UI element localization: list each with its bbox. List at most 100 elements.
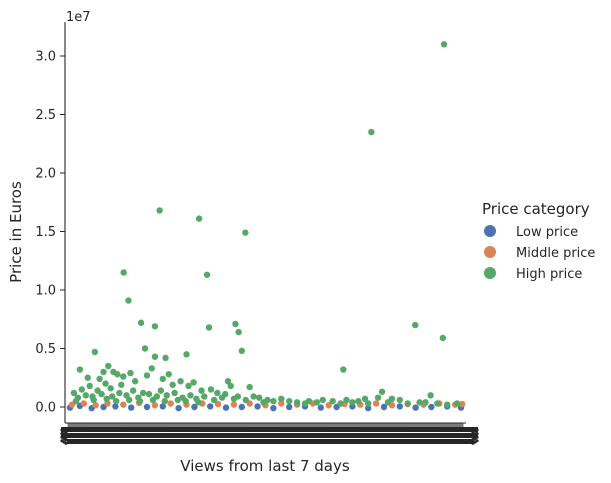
- point-high-price: [242, 229, 249, 236]
- point-high-price: [165, 371, 172, 378]
- point-high-price: [171, 389, 178, 397]
- point-high-price: [384, 399, 392, 406]
- y-axis-ticks: 0.0 0.5 1.0 1.5 2.0 2.5 3.0: [35, 50, 65, 416]
- point-high-price: [340, 366, 347, 373]
- point-high-price: [118, 381, 125, 388]
- point-middle-price: [230, 401, 238, 408]
- y-tick-label: 1.5: [35, 225, 56, 240]
- point-middle-price: [80, 400, 88, 407]
- point-high-price: [329, 397, 336, 405]
- point-middle-price: [325, 402, 332, 409]
- point-middle-price: [167, 400, 174, 407]
- x-tick-label: [471, 438, 475, 442]
- point-high-price: [422, 399, 429, 406]
- point-high-price: [238, 347, 245, 355]
- point-high-price: [120, 373, 127, 380]
- point-high-price: [151, 353, 159, 360]
- point-high-price: [162, 354, 169, 362]
- point-high-price: [434, 400, 441, 407]
- point-high-price: [127, 369, 134, 377]
- point-high-price: [116, 389, 123, 397]
- point-high-price: [107, 385, 114, 392]
- data-points: [66, 41, 466, 412]
- legend-marker: [484, 246, 496, 258]
- x-tick-label: [64, 430, 68, 434]
- point-high-price: [90, 396, 97, 404]
- x-tick-label: [61, 433, 478, 438]
- point-low-price: [317, 404, 324, 411]
- point-low-price: [238, 403, 245, 411]
- point-high-price: [141, 345, 149, 352]
- point-high-price: [232, 320, 239, 328]
- point-high-price: [125, 297, 132, 304]
- point-high-price: [82, 392, 89, 399]
- point-low-price: [380, 403, 388, 411]
- point-high-price: [224, 378, 232, 385]
- point-high-price: [157, 387, 165, 394]
- point-high-price: [156, 207, 163, 214]
- x-tick-label: [471, 441, 475, 445]
- point-high-price: [102, 380, 109, 387]
- y-tick-label: 2.5: [35, 108, 56, 123]
- point-high-price: [404, 400, 411, 407]
- point-high-price: [112, 397, 120, 405]
- point-middle-price: [151, 402, 159, 409]
- point-high-price: [163, 392, 170, 399]
- point-high-price: [255, 394, 263, 401]
- point-low-price: [128, 404, 135, 411]
- point-high-price: [78, 386, 86, 393]
- point-high-price: [416, 399, 423, 406]
- point-high-price: [187, 392, 194, 399]
- point-high-price: [301, 400, 309, 407]
- point-low-price: [286, 403, 293, 411]
- point-high-price: [246, 383, 253, 391]
- point-high-price: [234, 393, 242, 400]
- point-middle-price: [120, 401, 127, 408]
- x-tick-label: [67, 439, 474, 444]
- point-high-price: [374, 394, 382, 401]
- point-high-price: [201, 393, 208, 400]
- point-low-price: [428, 403, 435, 411]
- legend-label: Middle price: [516, 246, 595, 261]
- x-tick-label: [64, 434, 68, 438]
- point-high-price: [174, 396, 182, 404]
- point-high-price: [319, 396, 326, 404]
- point-high-price: [123, 392, 130, 399]
- point-low-price: [396, 403, 403, 410]
- point-high-price: [368, 128, 375, 136]
- point-high-price: [242, 396, 249, 404]
- y-tick-label: 2.0: [35, 167, 56, 182]
- point-high-price: [159, 375, 166, 383]
- point-high-price: [148, 365, 155, 372]
- point-high-price: [161, 397, 168, 405]
- point-high-price: [214, 389, 221, 397]
- point-high-price: [70, 389, 78, 397]
- legend: Price category Low price Middle price High…: [482, 200, 595, 282]
- point-high-price: [453, 400, 461, 407]
- point-high-price: [337, 400, 344, 407]
- point-high-price: [198, 387, 205, 394]
- point-high-price: [396, 396, 403, 404]
- point-high-price: [260, 399, 267, 406]
- y-offset-label: 1e7: [66, 10, 91, 25]
- point-low-price: [191, 403, 198, 411]
- point-high-price: [355, 397, 362, 405]
- point-high-price: [98, 390, 105, 398]
- point-high-price: [103, 395, 110, 403]
- point-high-price: [207, 386, 215, 393]
- point-high-price: [427, 392, 434, 399]
- point-low-price: [365, 404, 372, 412]
- point-low-price: [207, 403, 214, 410]
- point-high-price: [378, 388, 386, 395]
- point-low-price: [222, 404, 230, 411]
- point-high-price: [72, 397, 80, 405]
- point-high-price: [412, 321, 419, 329]
- x-tick-label: [471, 434, 475, 438]
- point-high-price: [86, 382, 93, 390]
- point-high-price: [313, 399, 321, 406]
- x-axis-label: Views from last 7 days: [180, 457, 350, 475]
- point-high-price: [185, 382, 192, 390]
- point-middle-price: [214, 400, 222, 408]
- point-high-price: [222, 390, 229, 398]
- legend-label: High price: [516, 267, 582, 282]
